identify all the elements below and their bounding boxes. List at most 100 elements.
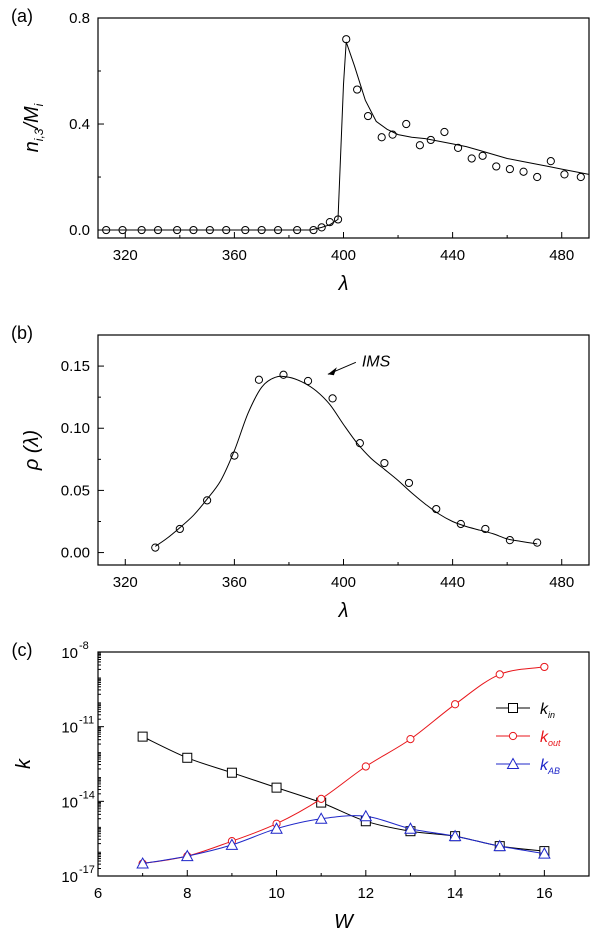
y-axis-title: ρ (λ) (21, 430, 43, 471)
x-tick-label: 10 (268, 885, 285, 902)
x-axis-title: λ (338, 600, 349, 622)
x-tick-label: 480 (549, 574, 574, 591)
data-point-out (540, 662, 549, 672)
legend-name: k (540, 757, 549, 774)
data-point-in (271, 782, 282, 793)
x-tick-label: 320 (113, 247, 138, 264)
y-tick-label: 10 (61, 869, 78, 886)
y-tick-exponent: -14 (79, 789, 95, 801)
x-tick-label: 16 (536, 885, 553, 902)
annotation-text: IMS (362, 353, 391, 370)
y-axis-title-part: /M (21, 106, 43, 131)
data-point (440, 127, 449, 137)
x-tick-label: 320 (113, 574, 138, 591)
data-point (353, 85, 362, 94)
data-point-AB (180, 849, 194, 862)
x-axis-title: λ (338, 273, 349, 295)
legend-name: k (540, 729, 549, 746)
data-point (363, 111, 373, 121)
data-point-AB (404, 822, 417, 834)
data-point-out (450, 700, 460, 709)
y-tick-exponent: -11 (79, 715, 94, 727)
plot-frame (97, 17, 590, 239)
data-point-AB (270, 822, 283, 834)
data-point (175, 524, 184, 534)
panel-b: 320 360 400 440 480 0.00 0.05 0.10 0.15 (b) λ ρ (λ)… (11, 323, 590, 622)
x-tick-label: 14 (447, 885, 464, 902)
data-point-AB (493, 839, 507, 852)
legend-marker (506, 757, 520, 769)
legend-label: kout (540, 729, 561, 748)
y-tick-exponent: -17 (79, 864, 95, 876)
data-point-in (226, 767, 237, 778)
y-axis-title-part: k (13, 758, 35, 769)
y-tick-label: 0.4 (69, 116, 90, 133)
x-tick-label: 8 (183, 885, 191, 902)
data-point-in (137, 731, 148, 742)
legend-subscript: AB (547, 766, 560, 776)
data-point-out (361, 762, 370, 771)
data-point (377, 133, 386, 142)
data-point (519, 167, 528, 176)
data-point (467, 154, 476, 163)
data-point (254, 375, 264, 384)
data-point (380, 458, 389, 468)
y-axis-title-text: k (13, 758, 35, 769)
legend-marker (508, 731, 518, 741)
data-point (404, 478, 414, 488)
data-point-AB (359, 809, 373, 822)
data-point (478, 151, 487, 160)
y-axis-title-part: i (32, 103, 46, 106)
x-tick-label: 480 (549, 247, 574, 264)
data-point (453, 143, 463, 152)
x-tick-label: 440 (440, 574, 465, 591)
x-tick-label: 12 (357, 885, 374, 902)
series-group (98, 35, 589, 235)
data-point (533, 538, 542, 547)
y-tick-label: 0.8 (69, 10, 90, 27)
y-axis-title-part: i,3 (32, 128, 46, 141)
panel-label: (c) (12, 640, 33, 660)
panel-label: (b) (11, 323, 33, 343)
y-tick-label: 0.00 (61, 545, 90, 562)
data-point-AB (448, 829, 462, 842)
panel-a: 320 360 400 440 480 0.0 0.4 0.8 (a) λ ni,3/Mi (11, 6, 590, 295)
y-tick-label: 0.10 (61, 420, 90, 437)
legend-label: kAB (540, 757, 560, 776)
x-tick-label: 440 (440, 247, 465, 264)
plot-frame (97, 334, 590, 566)
data-point (533, 172, 542, 182)
y-tick-exponent: -8 (79, 640, 89, 652)
y-axis-title-part: n (21, 141, 43, 152)
data-point (303, 376, 313, 386)
x-tick-label: 400 (331, 247, 356, 264)
legend-label: kin (540, 701, 555, 720)
data-point-out (495, 670, 504, 679)
legend-name: k (540, 701, 549, 718)
data-point-out (406, 735, 415, 744)
series-line-out (142, 666, 545, 865)
data-point (151, 543, 160, 552)
data-point-AB (136, 857, 149, 869)
data-point (576, 172, 585, 182)
x-tick-label: 360 (222, 247, 247, 264)
y-tick-label: 0.0 (69, 222, 90, 239)
x-tick-label: 360 (222, 574, 247, 591)
y-axis-title: k (13, 758, 35, 769)
data-point (402, 119, 411, 129)
legend-marker (508, 703, 518, 713)
fit-line (98, 41, 589, 231)
y-axis-title-part: ρ (λ) (21, 430, 43, 471)
x-tick-label: 400 (331, 574, 356, 591)
series-line-in (142, 736, 545, 852)
data-point-out (317, 794, 326, 803)
y-tick-label: 10 (61, 645, 78, 662)
y-tick-label: 0.15 (61, 358, 90, 375)
series-line-AB (142, 815, 545, 865)
x-axis-title: W (334, 911, 355, 933)
annotation-arrowhead (327, 367, 337, 376)
panel-label: (a) (11, 6, 33, 26)
y-axis-title: ni,3/Mi (21, 103, 46, 152)
